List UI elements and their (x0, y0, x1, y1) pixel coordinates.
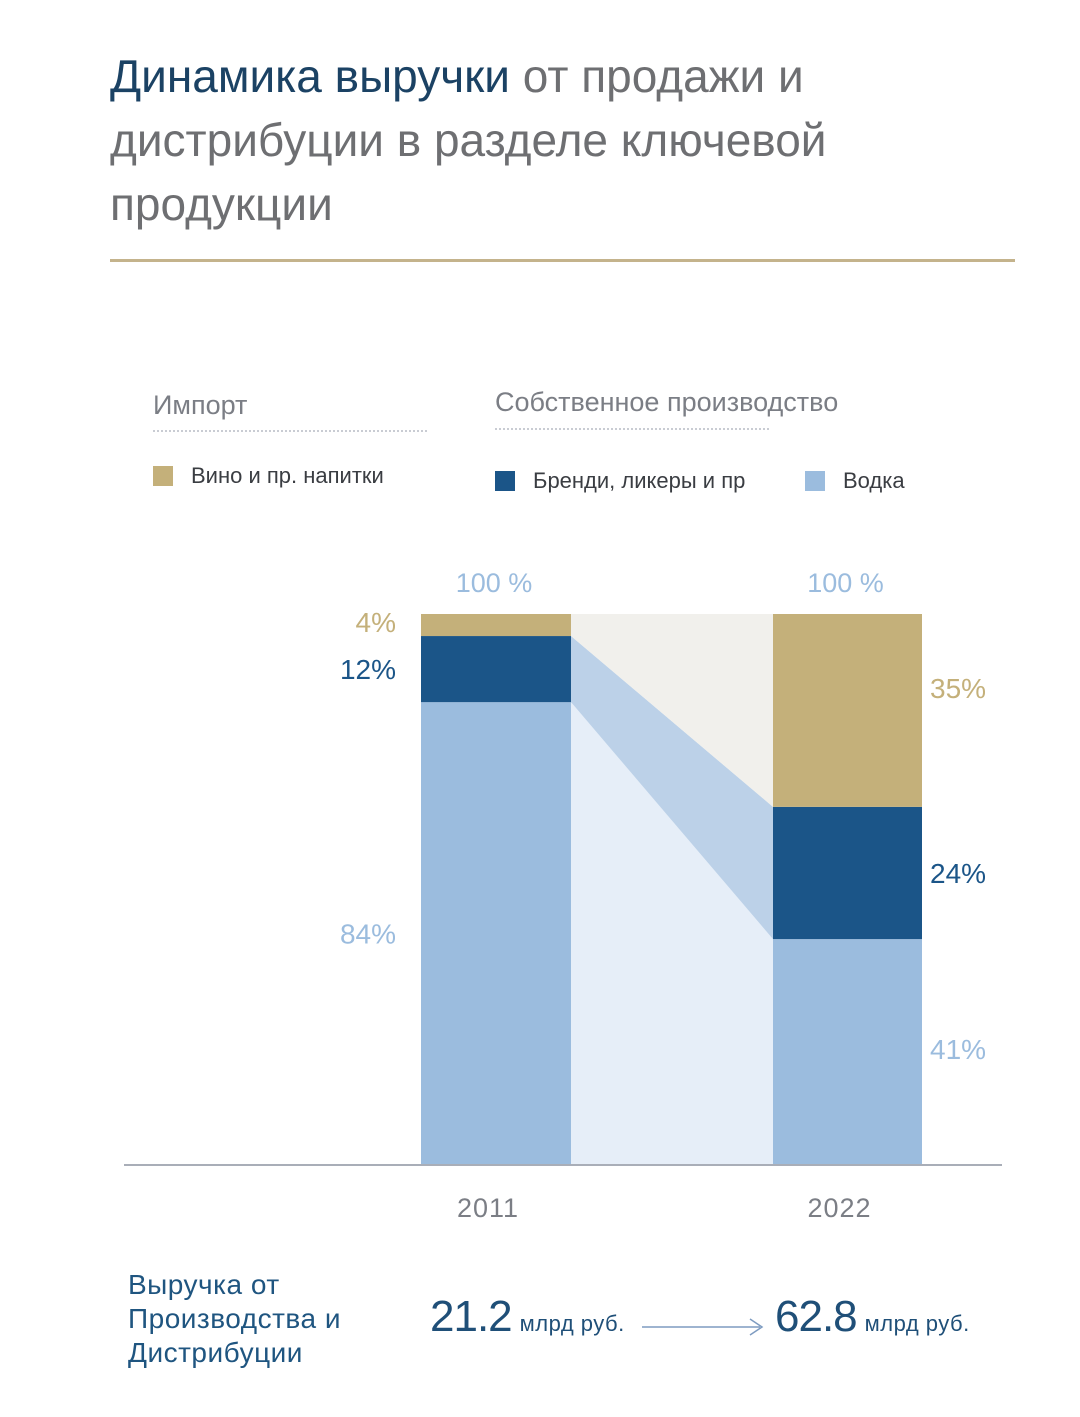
arrow-right-icon (642, 1318, 764, 1336)
revenue-2022-unit: млрд руб. (864, 1311, 970, 1336)
total-label-2022: 100 % (807, 568, 884, 598)
legend-group-import-rule (153, 430, 427, 432)
revenue-label: Выручка от Производства и Дистрибуции (128, 1269, 341, 1368)
revenue-2022-value: 62.8 (775, 1292, 858, 1341)
legend-label-vodka: Водка (843, 468, 905, 493)
x-tick-label-2022: 2022 (807, 1193, 871, 1223)
bar-2011-series-0 (421, 702, 571, 1165)
title-divider (110, 259, 1015, 262)
flow-band-0 (571, 702, 773, 1165)
revenue-2022: 62.8 млрд руб. (775, 1292, 970, 1342)
stacked-bar-chart: 100 % 2011 100 % 2022 84% 41% 12% 24% 4% 35% (124, 568, 1002, 1223)
flow-band-1 (571, 636, 773, 940)
page-title: Динамика выручки от продажи и дистрибуци… (110, 44, 1020, 236)
segment-label-2022-series-0: 41% (930, 1034, 986, 1065)
legend-label-brandy: Бренди, ликеры и пр (533, 468, 746, 493)
title-rest: от продажи и дистрибуции в разделе ключе… (110, 50, 827, 230)
bar-2022-series-0 (773, 939, 922, 1165)
legend-group-own-production-rule (495, 428, 769, 430)
bar-2022-series-2 (773, 614, 922, 807)
bar-2011-series-1 (421, 636, 571, 703)
legend-swatch-brandy (495, 471, 515, 491)
legend-swatch-wine (153, 466, 173, 486)
legend-swatch-vodka (805, 471, 825, 491)
total-label-2011: 100 % (456, 568, 533, 598)
flow-band-2 (571, 614, 773, 807)
segment-label-2011-series-0: 84% (340, 919, 396, 950)
bar-2022-series-1 (773, 806, 922, 940)
legend-group-import: Импорт (153, 390, 248, 420)
legend-item-brandy: Бренди, ликеры и пр (495, 468, 745, 494)
legend-group-own-production: Собственное производство (495, 387, 839, 417)
revenue-2011: 21.2 млрд руб. (430, 1292, 625, 1342)
revenue-2011-value: 21.2 (430, 1292, 513, 1341)
legend-item-vodka: Водка (805, 468, 905, 494)
segment-label-2022-series-2: 35% (930, 673, 986, 704)
title-highlight: Динамика выручки (110, 50, 511, 102)
segment-label-2022-series-1: 24% (930, 858, 986, 889)
segment-label-2011-series-2: 4% (356, 607, 396, 638)
segment-label-2011-series-1: 12% (340, 654, 396, 685)
bar-2011-series-2 (421, 614, 571, 637)
legend-item-wine: Вино и пр. напитки (153, 463, 384, 489)
legend-label-wine: Вино и пр. напитки (191, 463, 384, 488)
revenue-2011-unit: млрд руб. (519, 1311, 625, 1336)
x-tick-label-2011: 2011 (457, 1193, 519, 1223)
